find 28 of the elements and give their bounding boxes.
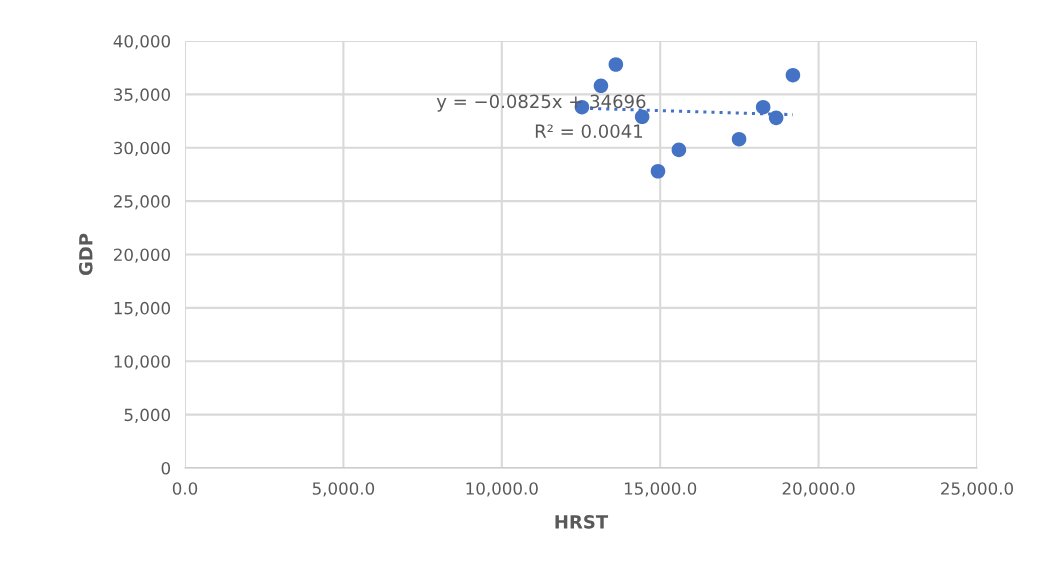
x-tick-label: 5,000.0: [312, 482, 375, 497]
y-tick-label: 35,000: [114, 88, 170, 103]
point: [785, 67, 801, 83]
point: [593, 78, 609, 94]
point: [755, 99, 771, 115]
annotation: y = −0.0825x + 34696: [436, 94, 646, 112]
x-tick-label: 10,000.0: [466, 482, 538, 497]
x-tick-label: 20,000.0: [782, 482, 855, 497]
x-tick-label: 0.0: [172, 482, 198, 495]
y-tick-label: 30,000: [114, 141, 170, 157]
point: [650, 163, 666, 179]
point: [608, 57, 624, 72]
point: [671, 142, 687, 158]
y-tick-label: 15,000: [114, 301, 170, 317]
point: [731, 131, 747, 147]
y-axis-title: GDP: [78, 233, 93, 276]
x-tick-label: 15,000.0: [624, 482, 697, 497]
y-tick-label: 25,000: [114, 195, 170, 210]
y-tick-label: 0: [161, 461, 170, 475]
x-axis-title: HRST: [555, 515, 609, 529]
y-tick-label: 40,000: [113, 34, 170, 50]
x-tick-label: 25,000.0: [941, 482, 1013, 497]
y-tick-label: 20,000: [114, 248, 170, 263]
y-tick-label: 10,000: [114, 355, 170, 370]
y-tick-label: 5,000: [124, 408, 170, 423]
point: [768, 110, 784, 126]
annotation: R² = 0.0041: [535, 124, 643, 139]
point: [634, 109, 650, 125]
